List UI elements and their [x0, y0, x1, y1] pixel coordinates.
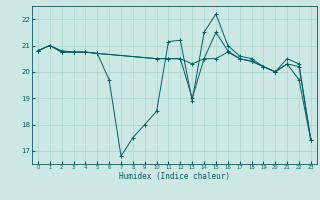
X-axis label: Humidex (Indice chaleur): Humidex (Indice chaleur) [119, 172, 230, 181]
